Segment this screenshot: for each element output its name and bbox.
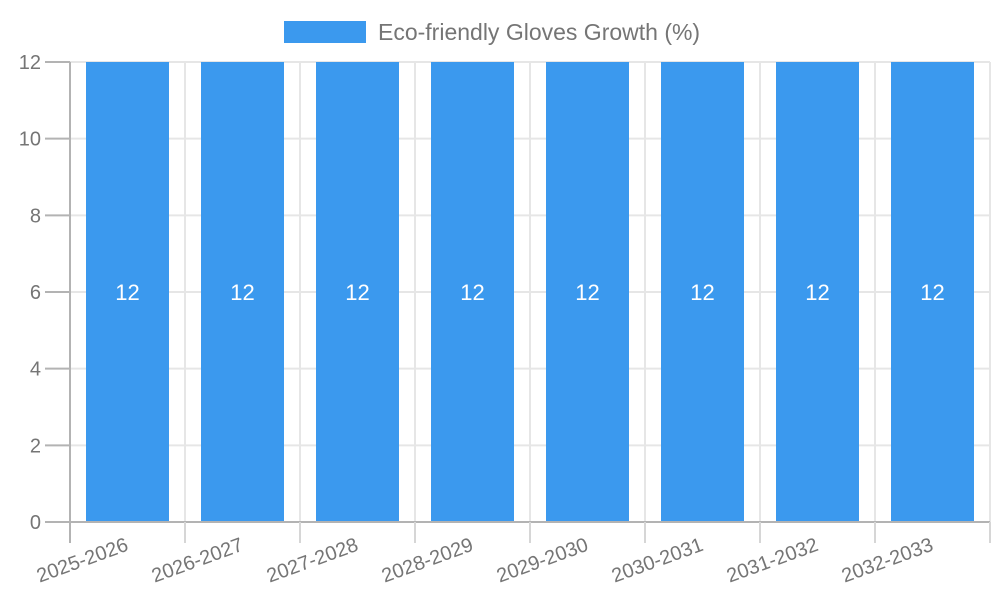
bar[interactable]: [201, 62, 284, 522]
bar-value-label: 12: [230, 280, 254, 305]
legend-label[interactable]: Eco-friendly Gloves Growth (%): [378, 19, 700, 45]
axes: [45, 61, 991, 543]
bars: [86, 62, 974, 522]
legend-swatch[interactable]: [284, 21, 366, 43]
x-tick-label: 2025-2026: [34, 534, 131, 587]
bar-value-label: 12: [805, 280, 829, 305]
y-tick-label: 6: [30, 282, 41, 304]
legend[interactable]: Eco-friendly Gloves Growth (%): [284, 19, 700, 45]
bar-value-label: 12: [460, 280, 484, 305]
bar-value-label: 12: [115, 280, 139, 305]
bar[interactable]: [891, 62, 974, 522]
bar-value-label: 12: [920, 280, 944, 305]
bar-value-labels: 12 12 12 12 12 12 12 12: [115, 280, 944, 305]
y-tick-label: 10: [19, 129, 41, 151]
x-tick-label: 2030-2031: [609, 534, 706, 587]
bar[interactable]: [86, 62, 169, 522]
bar-value-label: 12: [690, 280, 714, 305]
bar[interactable]: [661, 62, 744, 522]
bar[interactable]: [776, 62, 859, 522]
bar-value-label: 12: [345, 280, 369, 305]
bar[interactable]: [316, 62, 399, 522]
y-tick-label: 8: [30, 205, 41, 227]
x-tick-label: 2031-2032: [724, 534, 821, 587]
x-tick-label: 2027-2028: [264, 534, 361, 587]
bar[interactable]: [431, 62, 514, 522]
y-tick-label: 12: [19, 52, 41, 74]
y-axis-labels: 0 2 4 6 8 10 12: [19, 52, 41, 534]
x-axis-labels: 2025-2026 2026-2027 2027-2028 2028-2029 2029…: [34, 534, 936, 587]
x-tick-label: 2032-2033: [839, 534, 936, 587]
y-tick-label: 0: [30, 512, 41, 534]
bar[interactable]: [546, 62, 629, 522]
bar-value-label: 12: [575, 280, 599, 305]
y-tick-label: 2: [30, 435, 41, 457]
x-tick-label: 2029-2030: [494, 534, 591, 587]
x-tick-label: 2026-2027: [149, 534, 246, 587]
x-tick-label: 2028-2029: [379, 534, 476, 587]
y-tick-label: 4: [30, 359, 41, 381]
